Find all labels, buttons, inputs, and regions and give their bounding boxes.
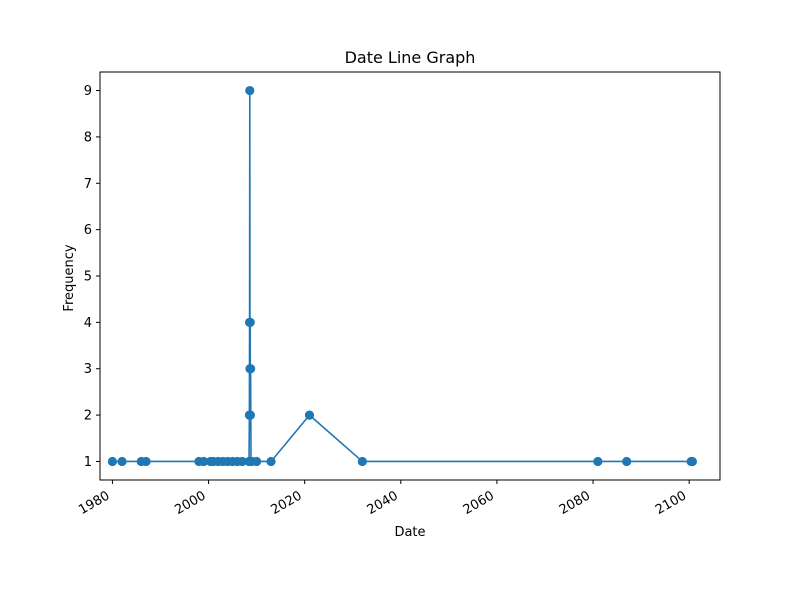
data-point [357,456,367,467]
data-point [141,456,151,467]
chart-title: Date Line Graph [345,48,476,67]
y-tick-label: 6 [84,223,92,238]
data-point [593,456,603,467]
y-tick-label: 2 [84,409,92,424]
data-point [266,456,276,467]
y-tick-label: 1 [84,455,92,470]
data-point [117,456,127,467]
y-tick-label: 5 [84,270,92,285]
y-axis: 1 2 3 4 5 6 7 8 9 [84,84,100,470]
data-point [199,456,209,467]
series-layer [107,85,697,467]
y-tick-label: 7 [84,177,92,192]
y-axis-label: Frequency [62,244,77,311]
data-point [246,364,256,374]
data-point [245,317,255,327]
y-tick-label: 9 [84,84,92,99]
data-point [245,410,255,420]
y-tick-label: 8 [84,130,92,145]
data-point [687,456,697,467]
data-point [237,456,247,467]
data-point [304,410,315,420]
x-axis-label: Date [394,525,425,540]
data-point [107,456,118,467]
data-point [252,456,262,467]
y-tick-label: 4 [84,316,92,331]
y-tick-label: 3 [84,362,92,377]
data-point [622,456,632,467]
data-point [245,85,255,96]
